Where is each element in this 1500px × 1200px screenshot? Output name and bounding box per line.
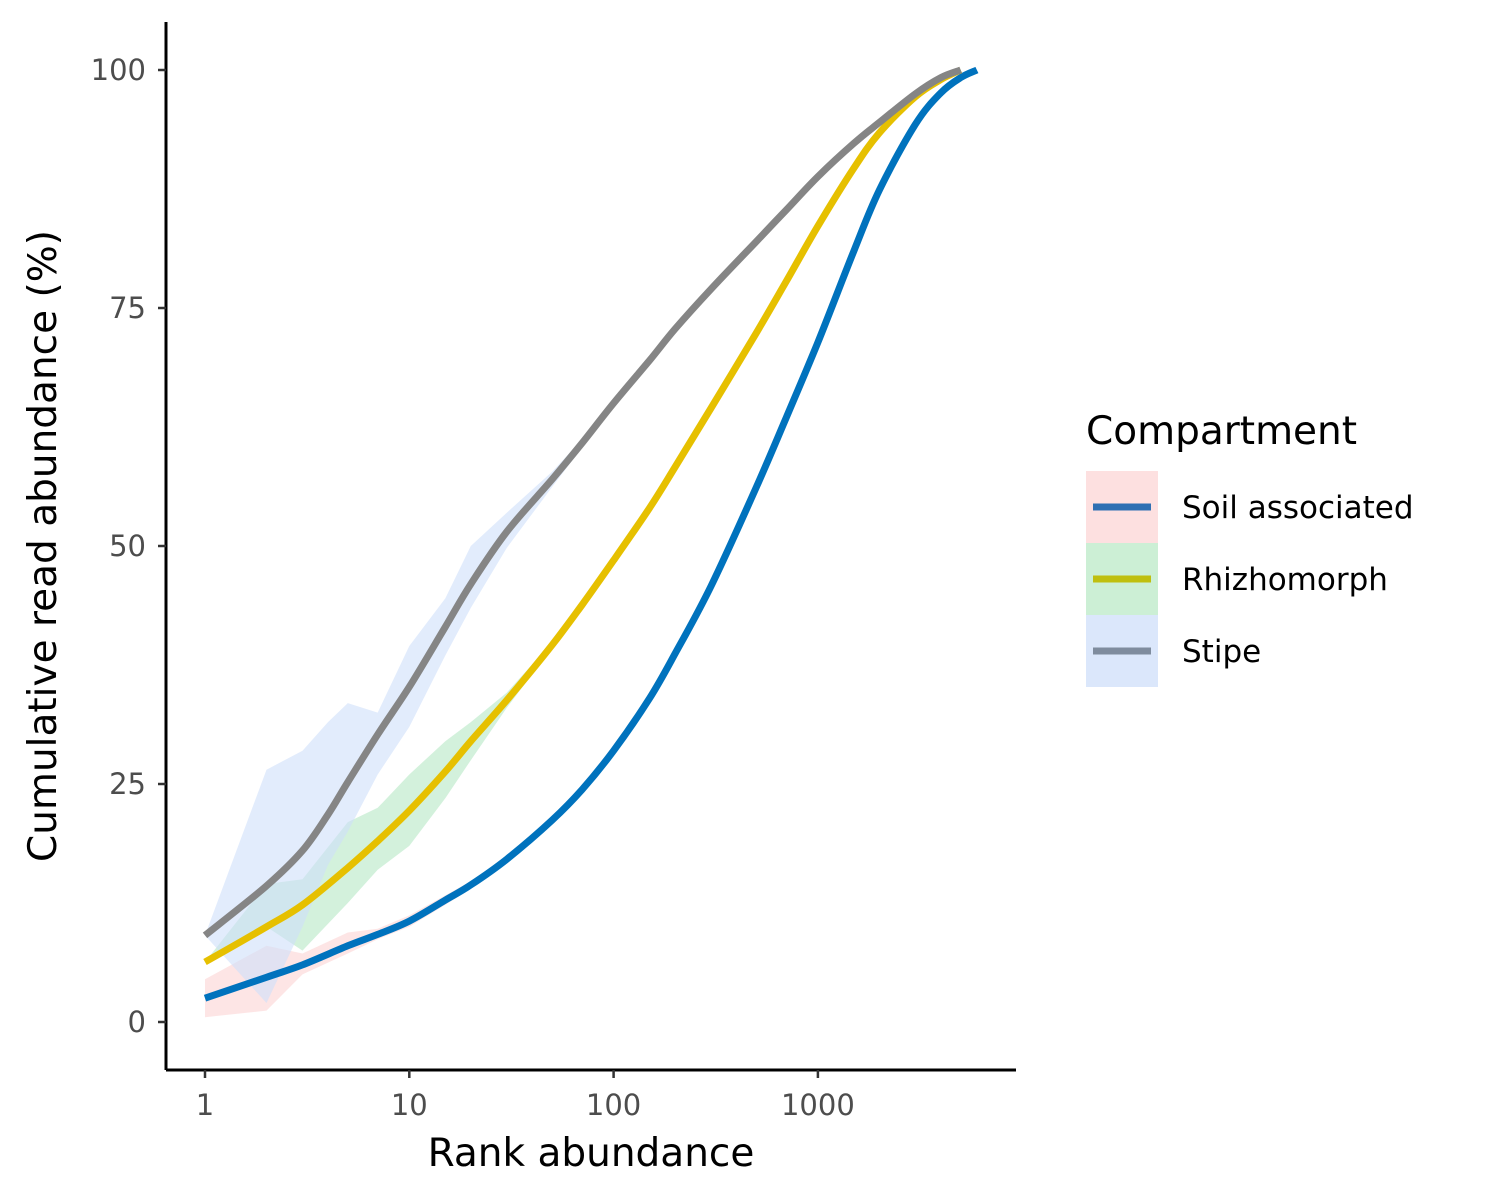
band-stipe <box>205 70 961 1003</box>
y-tick-label: 50 <box>109 529 146 563</box>
y-tick-label: 25 <box>109 767 146 801</box>
x-ticks: 1 10 100 1000 <box>196 1070 855 1122</box>
legend: Compartment Soil associated Rhizhomorph St… <box>1086 409 1414 687</box>
y-axis-title: Cumulative read abundance (%) <box>21 230 66 862</box>
legend-label-soil-associated: Soil associated <box>1182 490 1414 526</box>
y-tick-label: 0 <box>128 1005 146 1039</box>
x-tick-label: 1 <box>196 1088 214 1122</box>
x-tick-label: 1000 <box>781 1088 855 1122</box>
y-tick-label: 100 <box>91 53 146 87</box>
legend-title: Compartment <box>1086 409 1357 454</box>
series-lines <box>202 66 979 1002</box>
line-stipe <box>202 66 962 939</box>
x-tick-label: 10 <box>391 1088 428 1122</box>
legend-label-rhizhomorph: Rhizhomorph <box>1182 562 1388 598</box>
y-tick-label: 75 <box>109 291 146 325</box>
line-soil-associated <box>203 66 979 1002</box>
y-ticks: 0 25 50 75 100 <box>91 53 166 1039</box>
x-tick-label: 100 <box>586 1088 641 1122</box>
legend-label-stipe: Stipe <box>1182 634 1261 670</box>
confidence-bands <box>205 70 977 1018</box>
line-rhizhomorph <box>203 66 963 966</box>
x-axis-title: Rank abundance <box>428 1131 755 1176</box>
